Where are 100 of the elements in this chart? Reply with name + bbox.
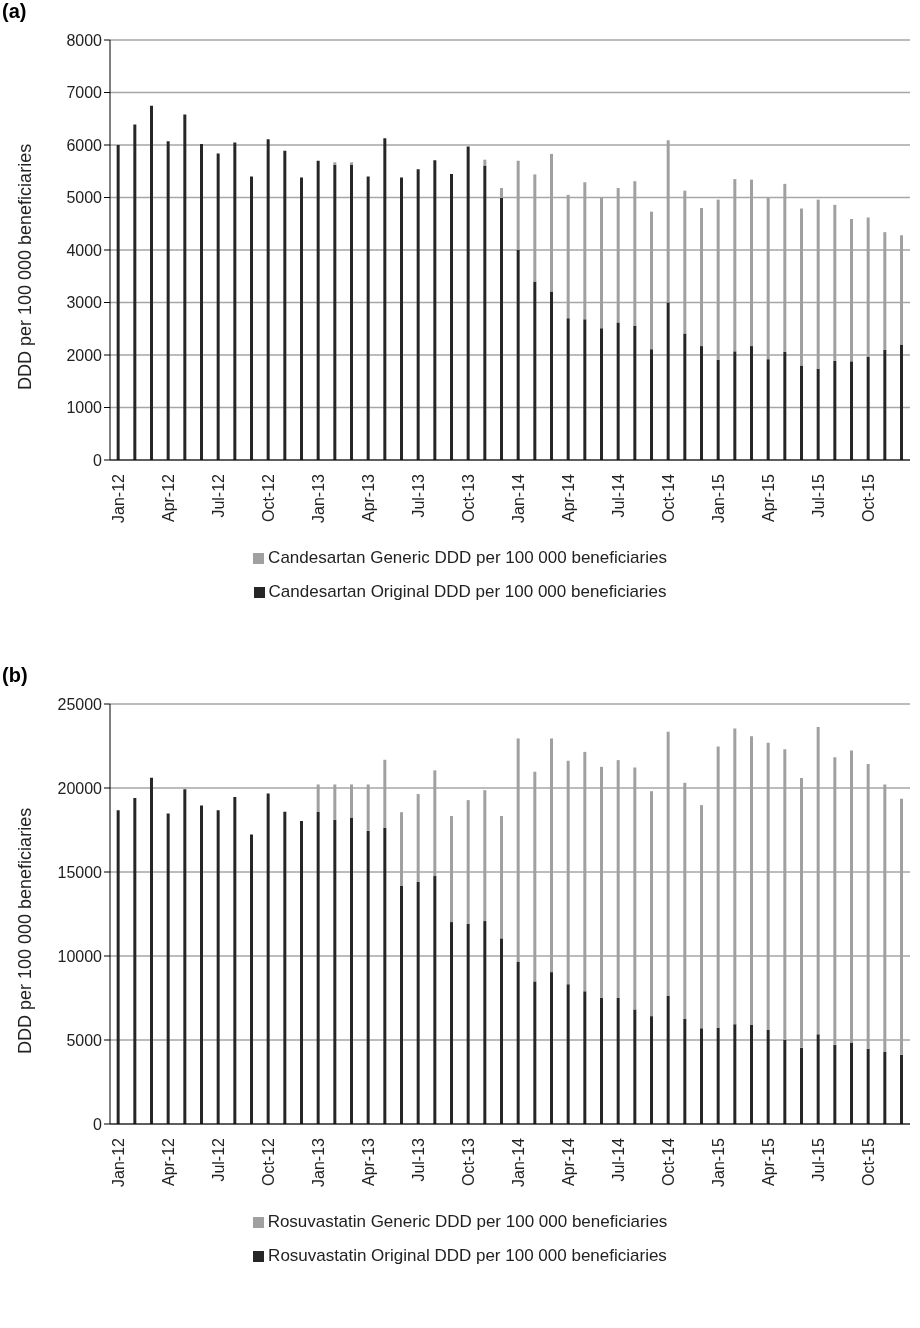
bar: [600, 328, 603, 460]
x-tick-label: Jul-15: [809, 473, 827, 518]
bar: [183, 789, 187, 1124]
chart-title: (b): [2, 664, 28, 687]
bar: [883, 1051, 887, 1124]
bar: [833, 360, 837, 460]
y-tick-label: 3000: [66, 294, 103, 312]
legend-label: Candesartan Generic DDD per 100 000 beneficiaries: [268, 548, 667, 568]
y-tick-label: 20000: [57, 779, 103, 797]
bar: [650, 349, 653, 460]
bar: [850, 1043, 853, 1124]
bar: [216, 153, 220, 460]
bar: [500, 198, 503, 460]
bar: [533, 281, 537, 460]
bar: [600, 997, 603, 1124]
bar: [433, 876, 437, 1124]
bar: [416, 169, 420, 460]
x-tick-label: Jul-12: [209, 1137, 227, 1182]
bar: [333, 162, 337, 165]
x-tick-label: Oct-12: [259, 473, 277, 523]
x-tick-label: Jan-12: [109, 473, 127, 523]
x-tick-label: Jan-13: [309, 473, 327, 523]
y-tick-label: 15000: [57, 863, 103, 881]
y-axis-title: DDD per 100 000 beneficiaries: [15, 143, 36, 390]
bar: [466, 146, 470, 460]
legend-label: Rosuvastatin Original DDD per 100 000 beneficiaries: [268, 1246, 667, 1266]
bar: [383, 138, 387, 460]
bar: [366, 830, 370, 1124]
y-tick-label: 7000: [66, 84, 103, 102]
bar: [216, 810, 220, 1124]
bar: [633, 325, 637, 460]
bar: [266, 139, 270, 460]
bar: [300, 177, 303, 460]
bar: [200, 805, 203, 1124]
bar: [566, 318, 570, 460]
y-tick-label: 10000: [57, 947, 103, 965]
bar: [550, 972, 553, 1124]
bar: [133, 124, 137, 460]
bar: [516, 961, 520, 1124]
y-tick-label: 25000: [57, 695, 103, 713]
x-tick-label: Jan-15: [709, 473, 727, 523]
x-tick-label: Oct-12: [259, 1137, 277, 1187]
y-tick-label: 0: [93, 451, 103, 469]
bar: [383, 827, 387, 1124]
bar: [666, 995, 670, 1124]
bar: [183, 114, 187, 460]
bar: [900, 1054, 903, 1124]
bar: [283, 150, 287, 460]
bar: [450, 922, 453, 1124]
bar: [233, 142, 237, 460]
bar: [250, 834, 253, 1124]
bar: [550, 291, 553, 460]
bar: [400, 885, 403, 1124]
x-tick-label: Apr-15: [759, 1137, 777, 1187]
bar: [400, 177, 403, 460]
bar: [366, 176, 370, 460]
x-tick-label: Oct-14: [659, 1137, 677, 1187]
x-tick-label: Jan-14: [509, 1137, 527, 1187]
bar: [800, 365, 803, 460]
legend-label: Candesartan Original DDD per 100 000 beneficiaries: [268, 582, 667, 602]
bar: [250, 176, 253, 460]
x-tick-label: Jul-15: [809, 1137, 827, 1182]
x-tick-label: Oct-15: [859, 473, 877, 523]
bar: [116, 810, 120, 1124]
bar: [616, 998, 620, 1124]
y-tick-label: 6000: [66, 136, 103, 154]
x-tick-label: Jan-12: [109, 1137, 127, 1187]
bar: [733, 351, 737, 460]
x-tick-label: Jan-14: [509, 473, 527, 523]
legend-label: Rosuvastatin Generic DDD per 100 000 beneficiaries: [267, 1212, 668, 1232]
x-tick-label: Apr-13: [359, 1137, 377, 1187]
bar: [750, 1024, 753, 1124]
x-tick-label: Jan-13: [309, 1137, 327, 1187]
x-tick-label: Apr-14: [559, 473, 577, 523]
bar: [333, 819, 337, 1124]
y-tick-label: 5000: [66, 189, 103, 207]
y-tick-label: 2000: [66, 346, 103, 364]
bar: [166, 141, 170, 460]
bar: [616, 322, 620, 460]
bar: [700, 1028, 703, 1124]
y-tick-label: 4000: [66, 241, 103, 259]
bar: [783, 1039, 787, 1124]
x-tick-label: Apr-12: [159, 1137, 177, 1187]
bar: [583, 319, 587, 460]
x-tick-label: Apr-14: [559, 1137, 577, 1187]
x-tick-label: Apr-12: [159, 473, 177, 523]
x-tick-label: Oct-13: [459, 1137, 477, 1187]
x-tick-label: Oct-15: [859, 1137, 877, 1187]
bar: [483, 165, 487, 460]
y-tick-label: 5000: [66, 1031, 103, 1049]
bar: [350, 817, 353, 1124]
y-tick-label: 8000: [66, 31, 103, 49]
bar: [283, 811, 287, 1124]
x-tick-label: Apr-13: [359, 473, 377, 523]
bar: [850, 361, 853, 460]
y-tick-label: 0: [93, 1115, 103, 1133]
bar: [700, 346, 703, 460]
x-tick-label: Oct-13: [459, 473, 477, 523]
bar: [816, 1034, 820, 1124]
y-axis-title: DDD per 100 000 beneficiaries: [15, 807, 36, 1054]
